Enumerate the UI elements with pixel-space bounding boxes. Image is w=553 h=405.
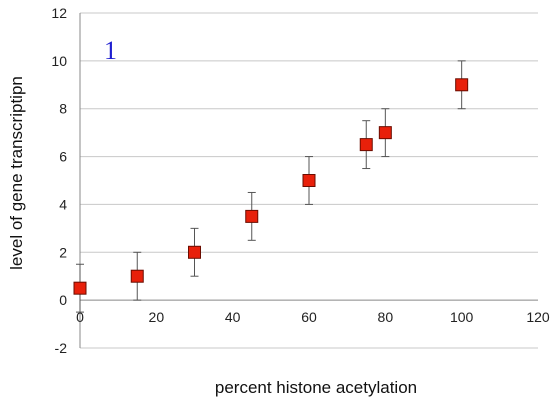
y-tick-label: 0	[59, 292, 67, 308]
y-tick-label: -2	[55, 340, 68, 356]
y-tick-label: 4	[59, 196, 67, 212]
x-tick-label: 120	[526, 309, 550, 325]
data-point-marker	[378, 126, 392, 140]
x-tick-label: 40	[225, 309, 241, 325]
x-tick-label: 20	[149, 309, 165, 325]
y-tick-labels: -2 0 2 4 6 8 10 12	[51, 5, 67, 356]
data-point-marker	[455, 78, 469, 92]
y-tick-label: 12	[51, 5, 67, 21]
data-point-marker	[188, 245, 201, 259]
data-point-marker	[359, 138, 373, 152]
data-point-marker	[130, 269, 144, 283]
x-tick-label: 0	[76, 309, 84, 325]
x-axis-title: percent histone acetylation	[215, 378, 417, 397]
y-tick-label: 10	[51, 53, 67, 69]
data-point-marker	[302, 174, 316, 187]
x-tick-label: 80	[378, 309, 394, 325]
x-tick-labels: 0 20 40 60 80 100 120	[76, 309, 550, 325]
data-point-marker	[245, 209, 259, 223]
x-tick-label: 100	[450, 309, 474, 325]
data-points	[73, 78, 469, 295]
chart-annotation: 1	[104, 36, 117, 65]
y-tick-label: 8	[59, 101, 67, 117]
data-point-marker	[73, 281, 87, 295]
x-tick-label: 60	[301, 309, 317, 325]
y-tick-label: 2	[59, 244, 67, 260]
y-axis-title: level of gene transcriptipn	[7, 76, 26, 270]
y-tick-label: 6	[59, 149, 67, 165]
